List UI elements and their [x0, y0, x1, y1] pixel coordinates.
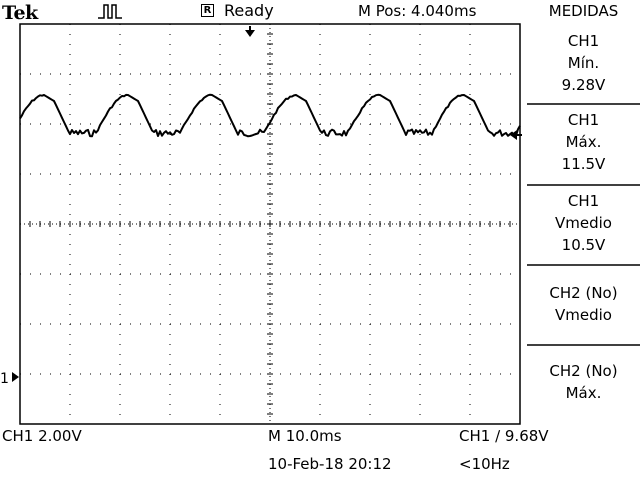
- graticule: [19, 23, 521, 425]
- measurement-source: CH1: [567, 111, 600, 129]
- measurement-value: 10.5V: [561, 236, 606, 254]
- measurement-2[interactable]: CH1 Máx. 11.5V: [527, 109, 640, 175]
- measurement-3[interactable]: CH1 Vmedio 10.5V: [527, 190, 640, 256]
- left-arrow-icon: [510, 130, 522, 140]
- measurement-value: 9.28V: [561, 76, 606, 94]
- measurements-title[interactable]: MEDIDAS: [548, 2, 619, 20]
- brand-logo: Tek: [2, 2, 38, 24]
- trigger-setting: CH1 ∕ 9.68V: [459, 427, 549, 445]
- measurement-type: Vmedio: [555, 214, 612, 232]
- status-indicator: R: [201, 4, 214, 17]
- measurement-type: Vmedio: [555, 306, 612, 324]
- ch1-scale: CH1 2.00V: [2, 427, 82, 445]
- measurement-dividers: [527, 103, 640, 346]
- measurement-source: CH2 (No): [549, 362, 618, 380]
- horizontal-position: M Pos: 4.040ms: [358, 2, 477, 20]
- measurement-source: CH1: [567, 32, 600, 50]
- measurement-1[interactable]: CH1 Mín. 9.28V: [527, 30, 640, 96]
- ch1-waveform: [19, 93, 521, 138]
- acquisition-status: Ready: [224, 1, 274, 20]
- date-time: 10-Feb-18 20:12: [268, 455, 392, 473]
- measurement-5[interactable]: CH2 (No) Máx.: [527, 360, 640, 404]
- measurement-type: Máx.: [565, 384, 602, 402]
- measurement-4[interactable]: CH2 (No) Vmedio: [527, 282, 640, 326]
- measurement-source: CH2 (No): [549, 284, 618, 302]
- measurement-type: Máx.: [565, 133, 602, 151]
- trigger-frequency: <10Hz: [459, 455, 510, 473]
- measurement-type: Mín.: [567, 54, 600, 72]
- ch1-ground-label: 1: [0, 371, 9, 387]
- measurement-value: 11.5V: [561, 155, 606, 173]
- measurement-source: CH1: [567, 192, 600, 210]
- right-arrow-icon: [12, 372, 19, 382]
- down-arrow-icon: [245, 26, 255, 37]
- timebase: M 10.0ms: [268, 427, 342, 445]
- pulse-run-icon: [98, 2, 128, 24]
